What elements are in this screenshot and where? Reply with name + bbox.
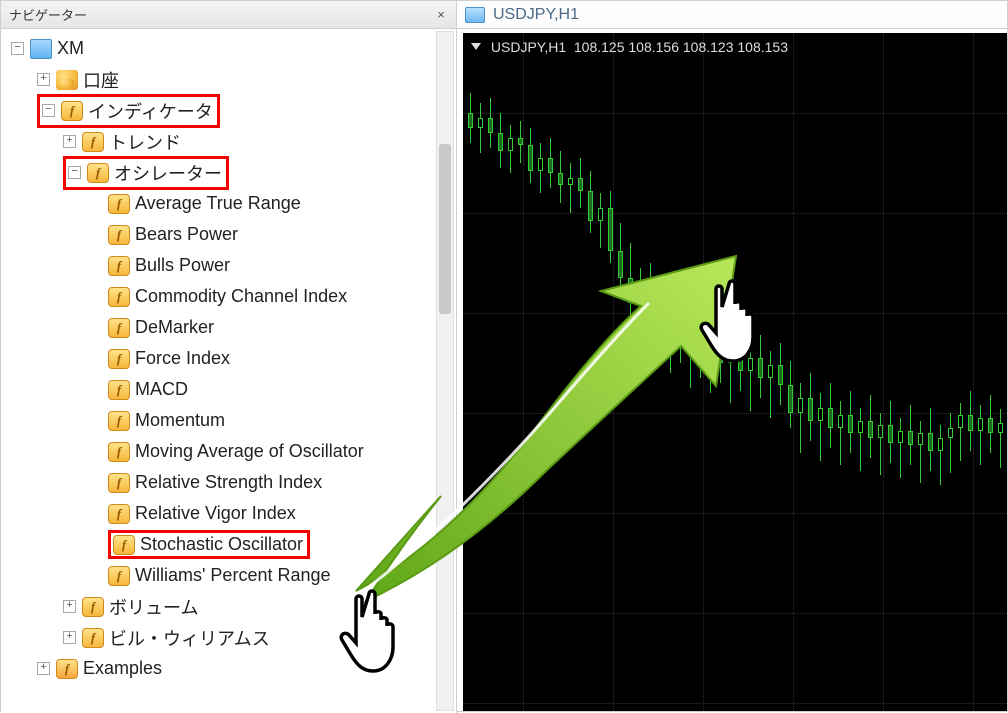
tree-label: ビル・ウィリアムス bbox=[109, 625, 270, 651]
tree-label: MACD bbox=[135, 379, 188, 400]
chart-titlebar: USDJPY,H1 bbox=[457, 1, 1007, 29]
tree-label: Williams' Percent Range bbox=[135, 565, 331, 586]
tree-oscillator-item[interactable]: Average True Range bbox=[11, 188, 456, 219]
close-icon[interactable]: × bbox=[432, 7, 450, 22]
chart-icon bbox=[465, 7, 485, 23]
tree-label: Average True Range bbox=[135, 193, 301, 214]
indicator-icon bbox=[108, 194, 130, 214]
examples-icon bbox=[56, 659, 78, 679]
indicator-icon bbox=[108, 473, 130, 493]
tree-label: Bulls Power bbox=[135, 255, 230, 276]
navigator-tree: − XM + 口座 − インディケータ + トレンド bbox=[1, 29, 456, 713]
tree-label: Force Index bbox=[135, 348, 230, 369]
tree-label: オシレーター bbox=[114, 160, 222, 186]
indicator-icon bbox=[108, 349, 130, 369]
tree-oscillator-item[interactable]: Commodity Channel Index bbox=[11, 281, 456, 312]
indicator-icon bbox=[108, 225, 130, 245]
tree-label: ボリューム bbox=[109, 594, 198, 620]
scrollbar[interactable] bbox=[436, 31, 454, 711]
indicator-icon bbox=[82, 628, 104, 648]
chart-ohlc-info: USDJPY,H1 108.125 108.156 108.123 108.15… bbox=[471, 39, 788, 55]
tree-oscillator-item[interactable]: Bears Power bbox=[11, 219, 456, 250]
tree-label: Relative Strength Index bbox=[135, 472, 322, 493]
ohlc-open: 108.125 bbox=[574, 39, 625, 55]
tree-label: Relative Vigor Index bbox=[135, 503, 296, 524]
tree-oscillator-item[interactable]: Williams' Percent Range bbox=[11, 560, 456, 591]
expand-icon[interactable]: + bbox=[63, 631, 76, 644]
navigator-titlebar: ナビゲーター × bbox=[1, 1, 456, 29]
tree-volume[interactable]: + ボリューム bbox=[11, 591, 456, 622]
ohlc-close: 108.153 bbox=[737, 39, 788, 55]
navigator-panel: ナビゲーター × − XM + 口座 − インディケータ + bbox=[1, 1, 457, 713]
tree-label: Stochastic Oscillator bbox=[140, 534, 303, 555]
tree-trend[interactable]: + トレンド bbox=[11, 126, 456, 157]
tree-root-xm[interactable]: − XM bbox=[11, 33, 456, 64]
ohlc-low: 108.123 bbox=[683, 39, 734, 55]
tree-label: トレンド bbox=[109, 129, 181, 155]
tree-oscillator-item[interactable]: Momentum bbox=[11, 405, 456, 436]
tree-label: XM bbox=[57, 38, 84, 59]
expand-icon[interactable]: + bbox=[63, 135, 76, 148]
chart-symbol: USDJPY,H1 bbox=[491, 39, 566, 55]
tree-oscillator-item[interactable]: Relative Vigor Index bbox=[11, 498, 456, 529]
dropdown-icon[interactable] bbox=[471, 43, 481, 50]
tree-indicators[interactable]: − インディケータ bbox=[11, 95, 456, 126]
indicator-icon bbox=[108, 380, 130, 400]
indicator-icon bbox=[108, 287, 130, 307]
chart-title-text: USDJPY,H1 bbox=[493, 6, 579, 24]
tree-oscillator-item[interactable]: MACD bbox=[11, 374, 456, 405]
tree-label: Momentum bbox=[135, 410, 225, 431]
expand-icon[interactable]: + bbox=[37, 662, 50, 675]
indicator-icon bbox=[61, 101, 83, 121]
tree-examples[interactable]: + Examples bbox=[11, 653, 456, 684]
indicator-icon bbox=[108, 566, 130, 586]
tree-oscillator-item[interactable]: Moving Average of Oscillator bbox=[11, 436, 456, 467]
expand-icon[interactable]: − bbox=[68, 166, 81, 179]
tree-oscillator-item[interactable]: Stochastic Oscillator bbox=[11, 529, 456, 560]
indicator-icon bbox=[82, 597, 104, 617]
account-icon bbox=[56, 70, 78, 90]
tree-label: 口座 bbox=[83, 67, 119, 93]
expand-icon[interactable]: + bbox=[37, 73, 50, 86]
scroll-thumb[interactable] bbox=[439, 144, 451, 314]
indicator-icon bbox=[108, 504, 130, 524]
indicator-icon bbox=[108, 256, 130, 276]
tree-oscillator-item[interactable]: DeMarker bbox=[11, 312, 456, 343]
expand-icon[interactable]: − bbox=[42, 104, 55, 117]
tree-oscillator-item[interactable]: Relative Strength Index bbox=[11, 467, 456, 498]
broker-icon bbox=[30, 39, 52, 59]
tree-label: DeMarker bbox=[135, 317, 214, 338]
tree-label: Examples bbox=[83, 658, 162, 679]
chart-panel: USDJPY,H1 USDJPY,H1 108.125 108.156 108.… bbox=[457, 1, 1007, 711]
indicator-icon bbox=[108, 442, 130, 462]
indicator-icon bbox=[87, 163, 109, 183]
tree-oscillator-item[interactable]: Bulls Power bbox=[11, 250, 456, 281]
tree-bill-williams[interactable]: + ビル・ウィリアムス bbox=[11, 622, 456, 653]
tree-label: インディケータ bbox=[88, 98, 213, 124]
expand-icon[interactable]: + bbox=[63, 600, 76, 613]
ohlc-high: 108.156 bbox=[628, 39, 679, 55]
tree-oscillator-item[interactable]: Force Index bbox=[11, 343, 456, 374]
indicator-icon bbox=[108, 318, 130, 338]
tree-oscillators[interactable]: − オシレーター bbox=[11, 157, 456, 188]
expand-icon[interactable]: − bbox=[11, 42, 24, 55]
tree-label: Commodity Channel Index bbox=[135, 286, 347, 307]
indicator-icon bbox=[82, 132, 104, 152]
navigator-title: ナビゲーター bbox=[9, 5, 87, 24]
tree-label: Bears Power bbox=[135, 224, 238, 245]
tree-label: Moving Average of Oscillator bbox=[135, 441, 364, 462]
chart-area[interactable]: USDJPY,H1 108.125 108.156 108.123 108.15… bbox=[463, 33, 1007, 711]
indicator-icon bbox=[113, 535, 135, 555]
tree-account[interactable]: + 口座 bbox=[11, 64, 456, 95]
indicator-icon bbox=[108, 411, 130, 431]
